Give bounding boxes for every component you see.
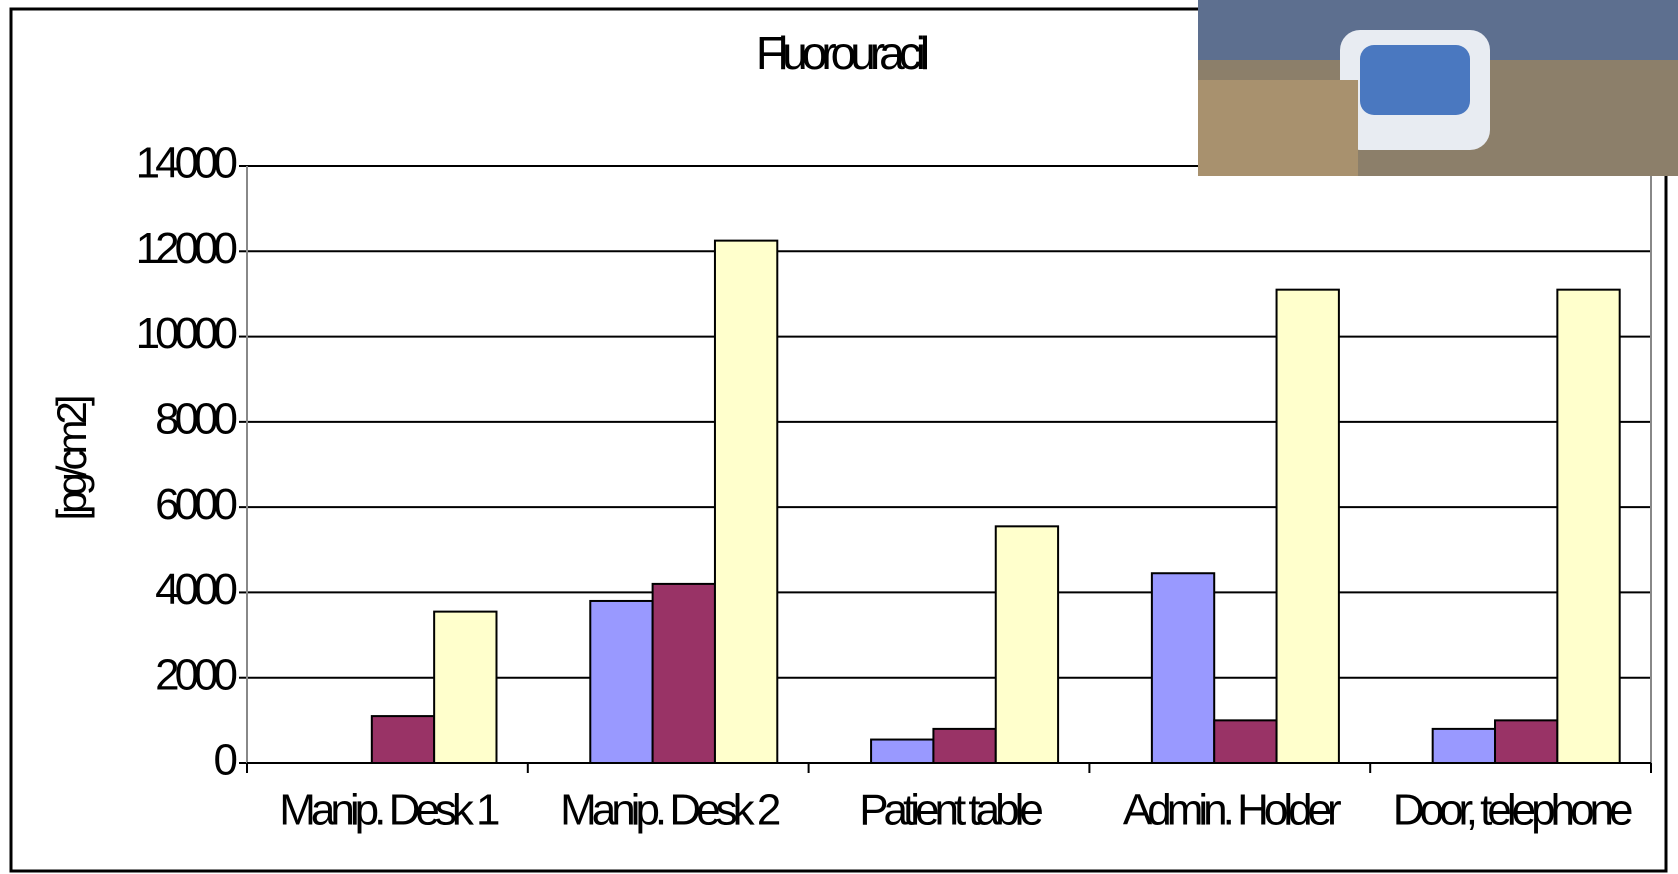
- bar: [1494, 719, 1559, 764]
- y-tick-label: 12000: [136, 224, 237, 273]
- y-tick-label: 14000: [136, 139, 237, 188]
- chart-title: Fluorouracil: [756, 27, 928, 79]
- bar: [370, 715, 436, 764]
- bar: [932, 727, 997, 765]
- y-tick-label: 10000: [136, 309, 237, 358]
- y-tick-label: 2000: [155, 650, 236, 699]
- x-tick-label: Door, telephone: [1393, 786, 1632, 835]
- bar: [713, 239, 779, 764]
- x-tick-label: Manip. Desk 2: [560, 786, 780, 835]
- bar: [433, 610, 498, 764]
- y-tick-label: 6000: [155, 480, 236, 529]
- bar: [1275, 288, 1340, 764]
- x-tick-label: Manip. Desk 1: [279, 786, 499, 835]
- y-tick-label: 4000: [155, 565, 236, 614]
- bar: [589, 599, 654, 765]
- bar: [651, 582, 716, 765]
- x-tick-label: Admin. Holder: [1123, 786, 1341, 835]
- bar: [1150, 572, 1216, 764]
- bar: [1213, 719, 1278, 764]
- bar: [870, 738, 935, 765]
- photo: [1198, 0, 1678, 176]
- bar: [1431, 727, 1497, 765]
- y-axis-label: [pg/cm2]: [48, 397, 95, 520]
- y-tick-label: 8000: [155, 394, 236, 443]
- bar: [994, 525, 1060, 765]
- x-tick-label: Patient table: [859, 786, 1042, 835]
- bar: [1556, 288, 1621, 764]
